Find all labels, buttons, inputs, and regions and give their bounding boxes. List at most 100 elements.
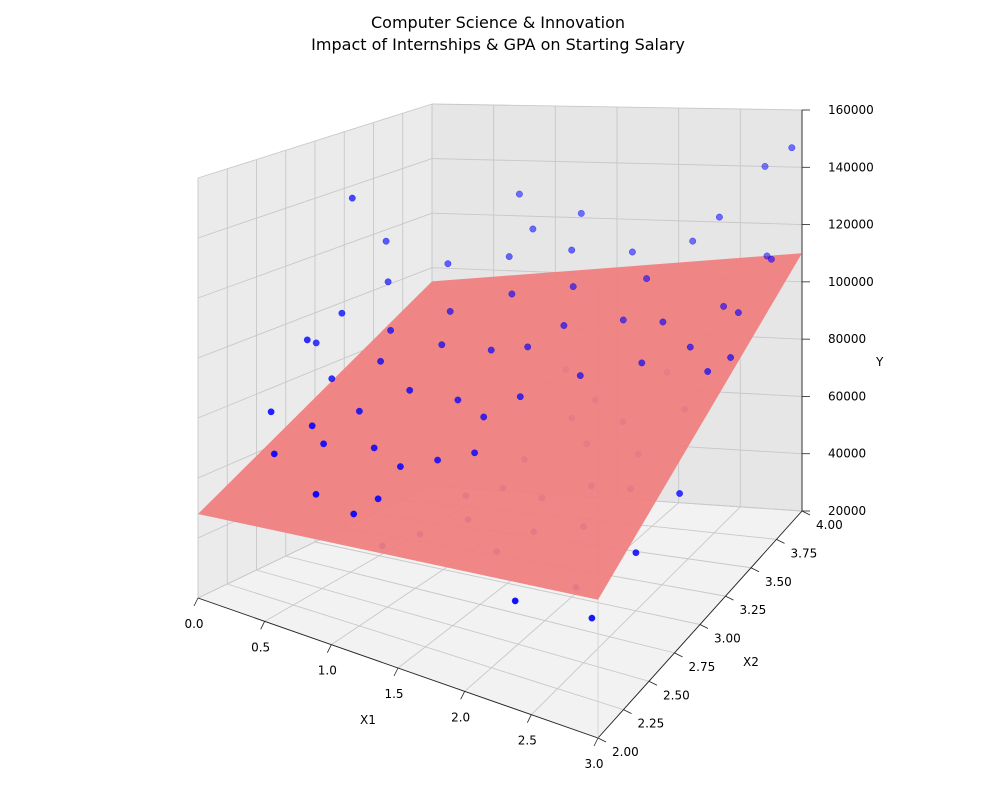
data-point: [384, 278, 392, 286]
z-tick-label: 40000: [828, 447, 866, 461]
data-point: [370, 444, 378, 452]
data-point: [628, 248, 636, 256]
regression-plane-surface: [198, 253, 802, 600]
data-point: [308, 422, 316, 430]
grid-line-z: [431, 103, 803, 111]
scatter-points-front: [267, 144, 796, 518]
x-tick-label: 0.0: [184, 617, 203, 631]
grid-line-z: [431, 158, 803, 168]
data-point: [638, 359, 646, 367]
data-point: [689, 237, 697, 245]
data-point: [715, 213, 723, 221]
data-point: [569, 283, 577, 291]
data-point: [338, 309, 346, 317]
data-point: [267, 408, 275, 416]
data-point: [382, 237, 390, 245]
y-tick-mark: [674, 652, 683, 658]
data-point: [350, 510, 358, 518]
x-tick-mark: [526, 714, 532, 723]
x-tick-mark: [393, 667, 399, 677]
data-point: [438, 341, 446, 349]
y-tick-mark: [699, 624, 709, 629]
data-point: [328, 375, 336, 383]
grid-line-z: [197, 212, 433, 299]
data-point: [619, 316, 627, 324]
data-point: [434, 456, 442, 464]
y-tick-label: 3.50: [765, 575, 792, 589]
data-point: [387, 326, 395, 334]
data-point: [454, 396, 462, 404]
y-tick-mark: [623, 709, 632, 714]
grid-line-y: [227, 583, 624, 711]
data-point: [487, 346, 495, 354]
chart-subtitle: Impact of Internships & GPA on Starting …: [311, 35, 685, 54]
grid-line-z: [197, 158, 433, 239]
data-point: [355, 407, 363, 415]
y-tick-label: 2.75: [689, 660, 716, 674]
y-tick-mark: [597, 737, 607, 743]
x-tick-label: 1.5: [384, 687, 403, 701]
z-axis-label: Y: [875, 355, 884, 369]
data-point: [632, 549, 640, 557]
z-tick-label: 100000: [828, 275, 874, 289]
grid-line-y: [314, 541, 701, 625]
data-point: [568, 246, 576, 254]
data-point: [529, 225, 537, 233]
x-tick-label: 2.0: [451, 710, 470, 724]
tick-labels: 0.0 0.5 1.0 1.5 2.0 2.5 3.0 2.00 2.25 2.50 2.75 3.0…: [184, 103, 873, 771]
x-tick-mark: [593, 737, 599, 747]
data-point: [505, 253, 513, 261]
data-point: [576, 372, 584, 380]
data-point: [767, 255, 775, 263]
z-tick-label: 140000: [828, 160, 874, 174]
data-point: [727, 354, 735, 361]
z-tick-label: 120000: [828, 218, 874, 232]
data-point: [524, 343, 532, 351]
x-tick-label: 1.0: [318, 664, 337, 678]
y-tick-mark: [725, 595, 734, 601]
data-point: [406, 386, 414, 394]
data-point: [303, 336, 311, 344]
data-point: [515, 190, 523, 198]
x-axis-label: X1: [360, 713, 376, 727]
data-point: [643, 275, 651, 283]
x-tick-mark: [460, 691, 466, 700]
x-tick-label: 2.5: [518, 734, 537, 748]
data-point: [508, 290, 516, 298]
z-tick-label: 160000: [828, 103, 874, 117]
x-tick-mark: [260, 621, 266, 630]
data-point: [788, 144, 796, 152]
grid-line-z: [197, 103, 433, 179]
data-point: [377, 357, 385, 365]
data-point: [761, 162, 769, 170]
data-point: [560, 322, 568, 329]
data-point: [348, 194, 356, 202]
y-tick-label: 2.50: [663, 688, 690, 702]
x-tick-mark: [326, 644, 332, 653]
y-tick-label: 3.00: [714, 632, 741, 646]
data-point: [720, 302, 728, 310]
data-point: [516, 393, 524, 401]
data-point: [446, 307, 454, 315]
y-tick-mark: [801, 510, 811, 516]
data-point: [704, 368, 712, 375]
data-point: [676, 490, 684, 497]
y-tick-mark: [776, 539, 785, 544]
data-point: [480, 413, 488, 421]
data-point: [312, 339, 320, 347]
x-tick-label: 3.0: [584, 757, 603, 771]
data-point: [312, 490, 320, 498]
data-point: [588, 614, 596, 622]
regression-plane: [198, 253, 802, 600]
y-tick-label: 3.25: [740, 603, 767, 617]
grid-line-y: [285, 555, 675, 654]
x-tick-label: 0.5: [251, 640, 270, 654]
y-tick-mark: [750, 567, 760, 573]
y-tick-label: 2.25: [638, 717, 665, 731]
z-tick-label: 80000: [828, 332, 866, 346]
y-tick-label: 3.75: [791, 546, 818, 560]
grid-line-z: [431, 212, 803, 226]
data-point: [511, 597, 519, 605]
data-point: [320, 440, 328, 448]
